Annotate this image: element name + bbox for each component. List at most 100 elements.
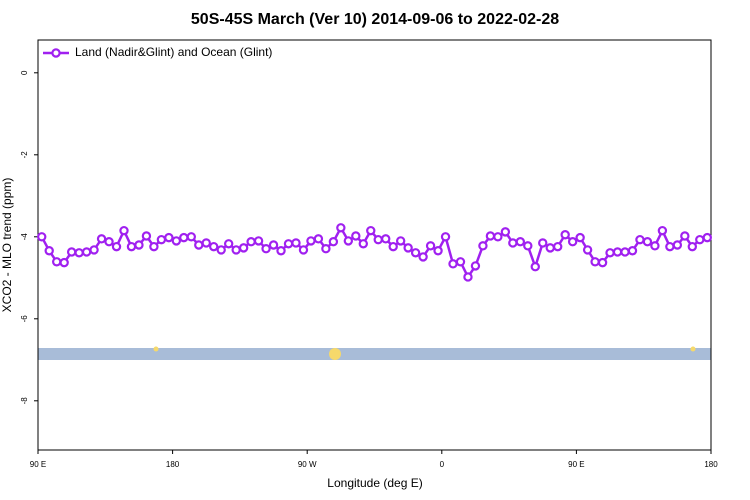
data-point xyxy=(253,236,264,246)
data-point xyxy=(425,241,436,251)
data-point xyxy=(179,232,189,243)
data-point xyxy=(194,240,204,250)
data-point xyxy=(582,245,593,255)
data-point xyxy=(141,231,152,241)
data-point xyxy=(433,246,443,256)
data-point xyxy=(313,234,324,244)
data-point xyxy=(223,239,234,249)
legend-label: Land (Nadir&Glint) and Ocean (Glint) xyxy=(75,45,272,59)
data-point xyxy=(298,245,309,255)
data-point xyxy=(575,232,585,243)
data-point xyxy=(89,245,99,255)
data-point xyxy=(560,230,570,240)
data-point xyxy=(111,241,122,252)
y-tick-label: -2 xyxy=(20,151,29,159)
data-point xyxy=(418,252,428,262)
land-spot xyxy=(153,346,159,352)
data-point xyxy=(463,272,473,282)
data-point xyxy=(261,243,271,254)
y-tick-label: 0 xyxy=(20,70,29,75)
land-spot xyxy=(329,348,341,360)
x-tick-label: 0 xyxy=(440,460,445,469)
data-point xyxy=(620,247,630,257)
data-point xyxy=(231,245,241,255)
data-point xyxy=(455,257,466,267)
y-tick-label: -6 xyxy=(20,315,29,323)
data-point xyxy=(291,238,301,248)
data-point xyxy=(635,234,645,245)
data-point xyxy=(672,240,683,250)
plot-frame xyxy=(37,39,712,451)
data-point xyxy=(590,257,600,267)
x-tick-label: 180 xyxy=(704,460,718,469)
y-axis-label: XCO2 - MLO trend (ppm) xyxy=(0,178,14,313)
y-tick-label: -4 xyxy=(20,233,29,241)
data-point xyxy=(410,248,421,258)
data-point xyxy=(500,227,511,237)
data-point xyxy=(538,238,548,248)
x-tick-label: 180 xyxy=(166,460,180,469)
data-point xyxy=(642,237,653,247)
data-point xyxy=(351,231,361,241)
data-point xyxy=(650,241,660,251)
data-point xyxy=(336,223,346,233)
data-point xyxy=(508,238,518,248)
data-point xyxy=(343,236,354,246)
land-ocean-strip xyxy=(38,348,711,360)
chart-title: 50S-45S March (Ver 10) 2014-09-06 to 202… xyxy=(191,11,559,28)
data-point xyxy=(687,241,698,252)
data-point xyxy=(66,247,77,257)
data-point xyxy=(567,237,578,247)
data-point xyxy=(530,262,540,272)
data-point xyxy=(37,232,47,242)
data-point xyxy=(216,245,226,255)
data-point xyxy=(440,232,451,242)
x-axis-label: Longitude (deg E) xyxy=(327,476,422,490)
data-point xyxy=(470,261,481,271)
data-point xyxy=(702,232,712,243)
data-point xyxy=(680,231,690,241)
data-point xyxy=(381,234,391,244)
data-point xyxy=(328,237,339,247)
data-point xyxy=(553,241,563,252)
x-tick-label: 90 W xyxy=(298,460,317,469)
data-point xyxy=(276,246,286,256)
data-point xyxy=(149,241,159,252)
data-point xyxy=(201,238,211,248)
data-point xyxy=(358,239,368,249)
data-point xyxy=(156,234,167,245)
data-point xyxy=(104,237,114,247)
data-point xyxy=(493,232,503,242)
data-point xyxy=(485,231,496,241)
data-point xyxy=(478,241,488,251)
x-tick-label: 90 E xyxy=(30,460,46,469)
data-point xyxy=(395,236,406,246)
data-point xyxy=(238,243,249,253)
y-tick-label: -8 xyxy=(20,397,29,405)
land-spot xyxy=(690,346,696,352)
data-point xyxy=(515,237,526,247)
data-point xyxy=(523,241,533,251)
x-tick-label: 90 E xyxy=(568,460,584,469)
data-point xyxy=(665,241,675,252)
data-point xyxy=(119,225,129,236)
data-point xyxy=(366,225,376,236)
data-point xyxy=(545,243,555,253)
data-point xyxy=(403,243,413,253)
data-point xyxy=(448,259,458,269)
data-point xyxy=(597,257,608,268)
data-point xyxy=(612,247,623,257)
data-point xyxy=(373,234,383,245)
data-point xyxy=(59,257,69,268)
data-point xyxy=(695,234,705,245)
legend-marker xyxy=(51,48,61,58)
data-point xyxy=(164,232,174,243)
data-point xyxy=(81,247,92,257)
data-point xyxy=(126,241,137,252)
data-point xyxy=(96,234,107,244)
data-point xyxy=(44,246,54,256)
data-point xyxy=(627,246,638,256)
data-point xyxy=(657,225,668,236)
